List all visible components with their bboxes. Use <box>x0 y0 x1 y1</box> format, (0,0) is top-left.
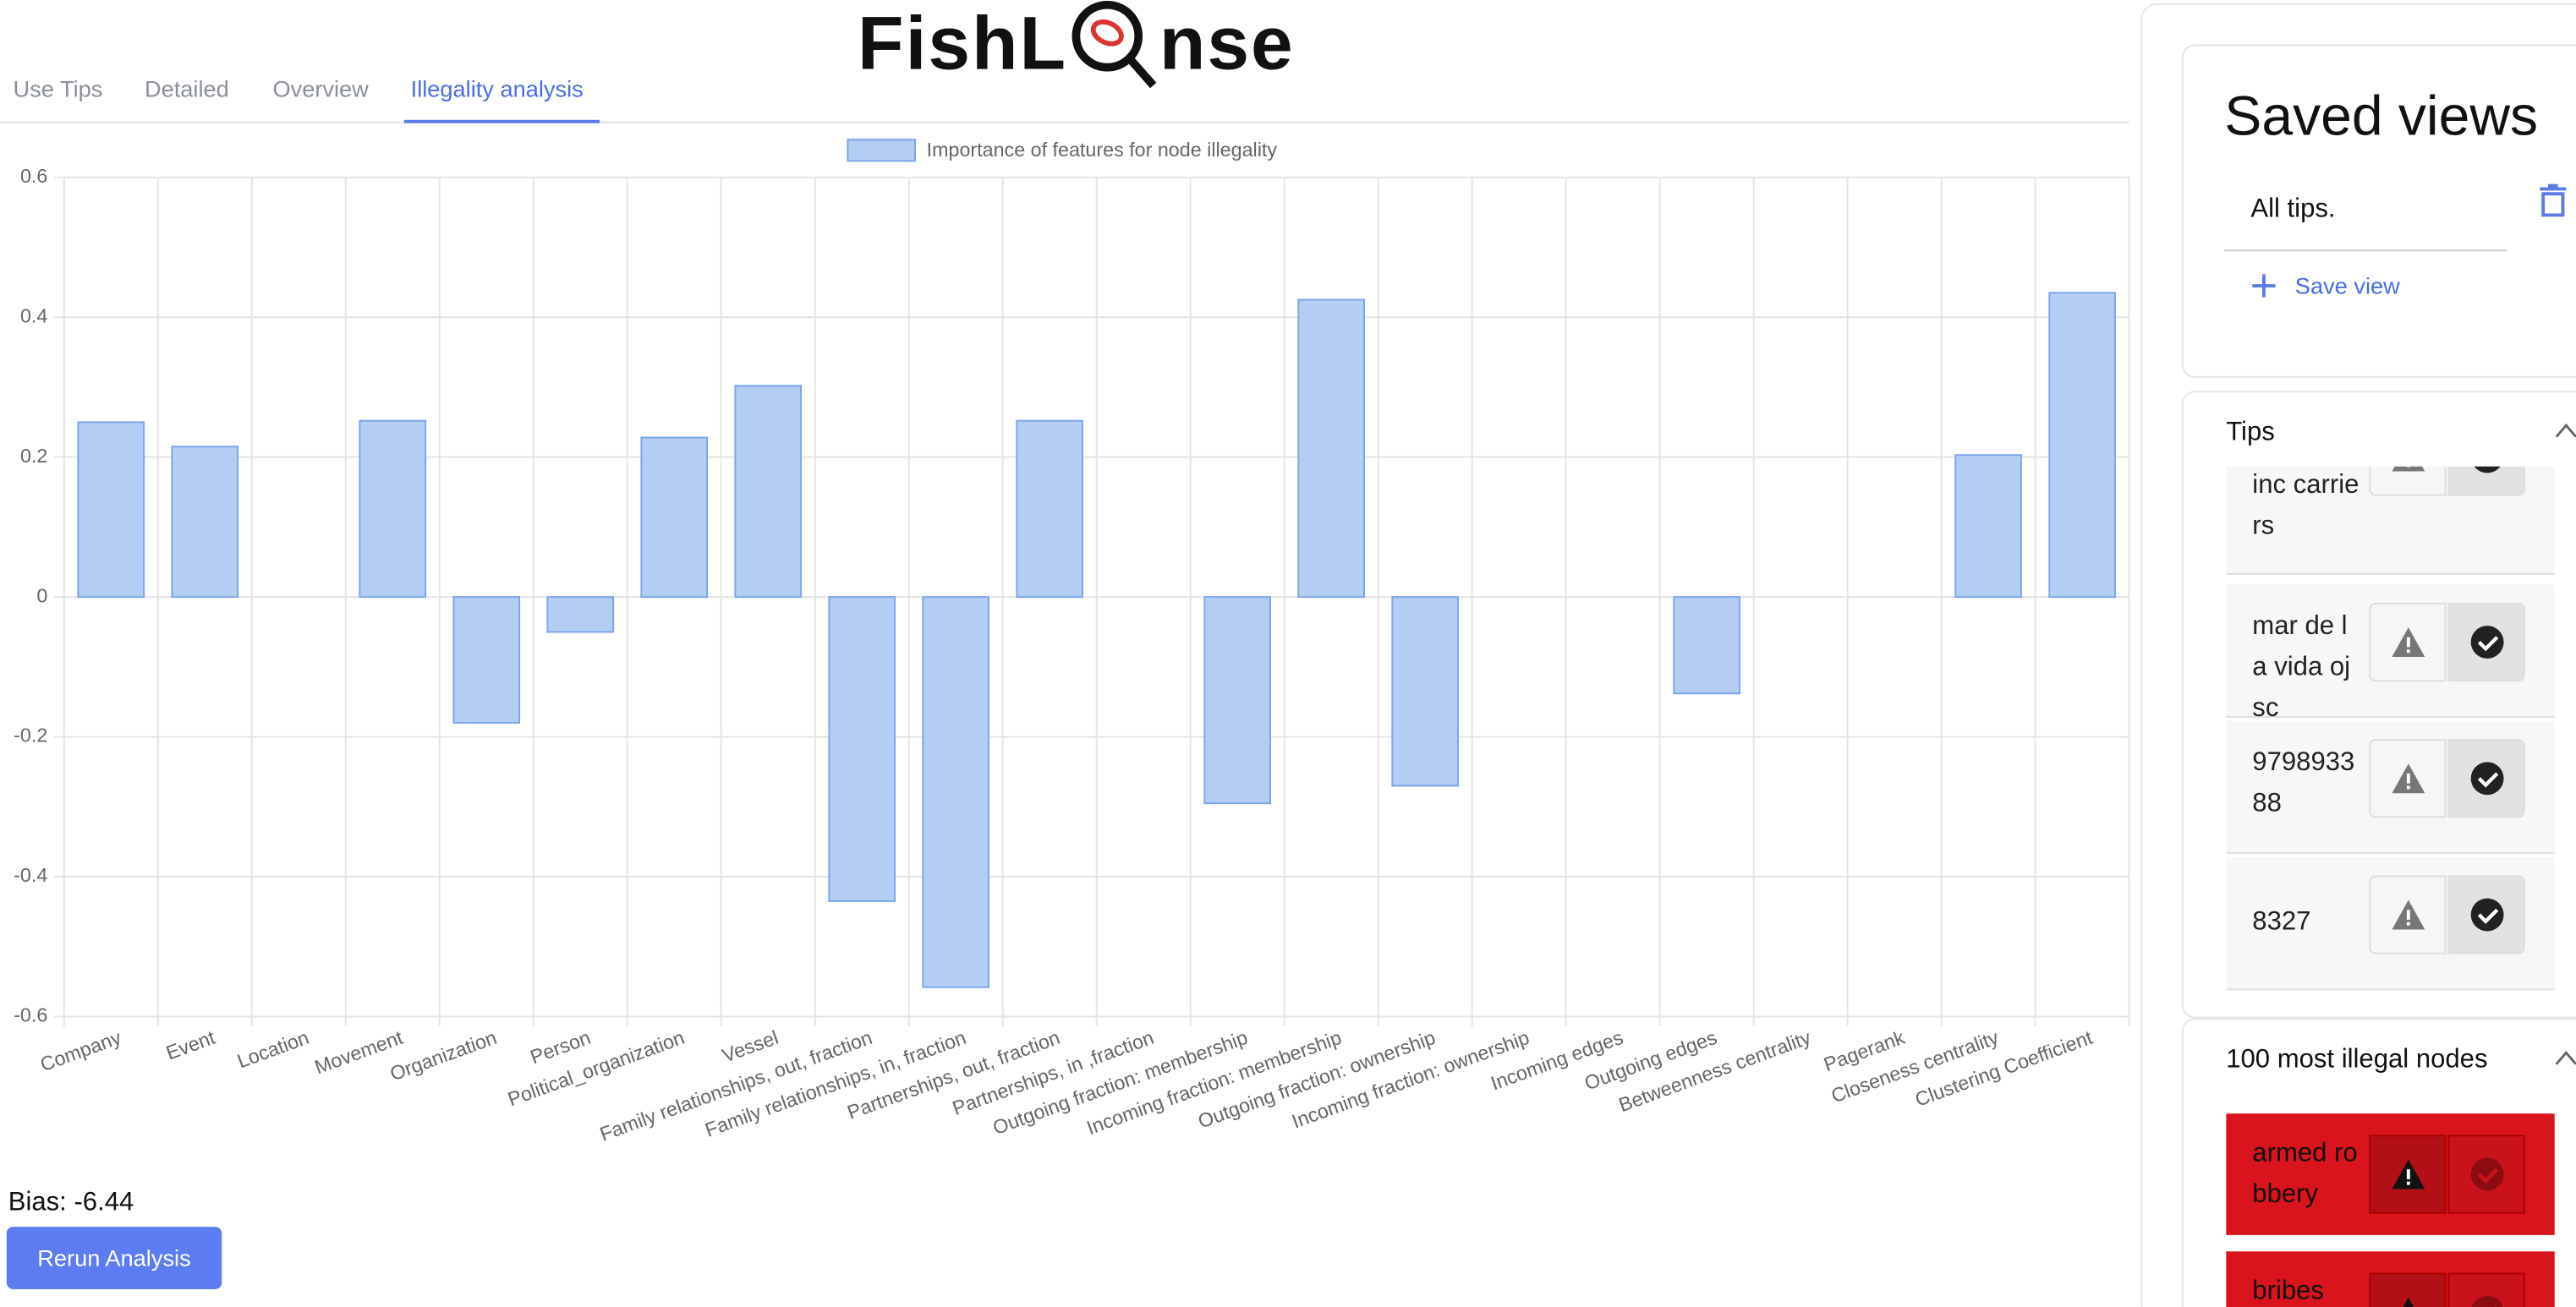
mark-legal-button[interactable] <box>2447 466 2525 496</box>
bar <box>1016 419 1084 599</box>
rerun-button[interactable]: Rerun Analysis <box>6 1227 222 1289</box>
tip-name: mar de la vida ojsc <box>2252 612 2351 723</box>
mark-legal-button[interactable] <box>2447 739 2525 818</box>
bar <box>171 446 239 599</box>
flag-illegal-button[interactable] <box>2369 602 2447 682</box>
flag-illegal-button[interactable] <box>2369 1135 2447 1214</box>
logo-icon <box>1071 0 1156 89</box>
x-tick-label: Organization <box>387 1026 500 1086</box>
tip-row[interactable]: 979893388 <box>2226 720 2555 855</box>
tab[interactable]: Detailed <box>144 75 229 102</box>
legend-swatch <box>847 139 916 162</box>
mark-legal-button[interactable] <box>2447 602 2525 682</box>
tip-name: 8327 <box>2252 908 2311 937</box>
flag-illegal-button[interactable] <box>2369 1272 2447 1307</box>
logo-text: FishL <box>858 0 1068 86</box>
bar <box>546 596 615 633</box>
bias-label: Bias: -6.44 <box>8 1189 134 1217</box>
y-tick-label: 0.4 <box>20 304 47 326</box>
illegal-row[interactable]: armed robbery <box>2226 1113 2555 1235</box>
bar <box>359 419 427 599</box>
y-tick-label: 0.6 <box>20 165 47 187</box>
illegal-card: 100 most illegal nodes armed robbery brib… <box>2181 1018 2576 1307</box>
tip-name: inc carriers <box>2252 471 2360 541</box>
tips-list: inc carriers mar de la vida ojsc 979893388… <box>2226 466 2571 1009</box>
illegal-name: armed robbery <box>2252 1140 2358 1209</box>
bar <box>1203 596 1271 805</box>
bar <box>1297 298 1365 599</box>
bar <box>1954 454 2022 599</box>
illegal-title: 100 most illegal nodes <box>2226 1046 2488 1075</box>
bar <box>1391 596 1459 787</box>
tab[interactable]: Illegality analysis <box>410 75 584 102</box>
divider <box>2224 249 2507 252</box>
illegal-list: armed robbery bribes <box>2226 1113 2571 1307</box>
saved-views-card: Saved views All tips. Save view <box>2181 44 2576 378</box>
tab[interactable]: Overview <box>272 75 369 102</box>
x-tick-label: Event <box>163 1026 218 1064</box>
y-tick-label: 0 <box>36 584 47 606</box>
y-tick-label: -0.4 <box>14 864 47 886</box>
mark-legal-button[interactable] <box>2447 875 2525 954</box>
logo-text: nse <box>1159 0 1295 86</box>
collapse-icon[interactable] <box>2555 422 2576 438</box>
y-tick-label: 0.2 <box>20 445 47 467</box>
chart: Importance of features for node illegali… <box>14 139 2130 1146</box>
plus-icon <box>2252 274 2276 298</box>
view-item[interactable]: All tips. <box>2250 195 2336 224</box>
tips-title: Tips <box>2226 418 2275 447</box>
bar <box>734 385 803 599</box>
bar <box>828 596 896 902</box>
flag-illegal-button[interactable] <box>2369 466 2447 496</box>
legend-label: Importance of features for node illegali… <box>927 139 1278 161</box>
tabs-divider <box>0 121 2129 123</box>
saved-views-title: Saved views <box>2224 85 2539 148</box>
flag-illegal-button[interactable] <box>2369 739 2447 818</box>
active-tab-indicator <box>403 119 600 123</box>
mark-legal-button[interactable] <box>2447 1272 2525 1307</box>
bar <box>2048 292 2116 599</box>
tip-name: 979893388 <box>2252 748 2355 818</box>
flag-illegal-button[interactable] <box>2369 875 2447 954</box>
tip-row[interactable]: mar de la vida ojsc <box>2226 584 2555 723</box>
sidebar <box>2140 3 2576 1307</box>
tips-card: Tips inc carriers mar de la vida ojsc 9798… <box>2181 391 2576 1019</box>
logo: FishL nse <box>858 0 1295 89</box>
illegal-name: bribes <box>2252 1277 2324 1306</box>
x-tick-label: Company <box>37 1026 124 1076</box>
mark-legal-button[interactable] <box>2447 1135 2525 1214</box>
delete-icon[interactable] <box>2538 183 2568 217</box>
bar <box>77 421 145 599</box>
bar <box>1673 596 1740 695</box>
illegal-row[interactable]: bribes <box>2226 1251 2555 1307</box>
x-tick-label: Political_organization <box>505 1026 688 1111</box>
collapse-icon[interactable] <box>2555 1049 2576 1065</box>
y-tick-label: -0.6 <box>14 1004 47 1026</box>
tip-row[interactable]: 8327 <box>2226 857 2555 991</box>
bar <box>922 596 990 988</box>
tab[interactable]: Use Tips <box>13 75 103 102</box>
bar <box>640 436 709 599</box>
tip-row[interactable]: inc carriers <box>2226 466 2555 575</box>
bar <box>452 596 521 725</box>
save-view-button[interactable]: Save view <box>2294 272 2400 299</box>
y-tick-label: -0.2 <box>14 725 47 746</box>
x-tick-label: Location <box>234 1026 312 1073</box>
